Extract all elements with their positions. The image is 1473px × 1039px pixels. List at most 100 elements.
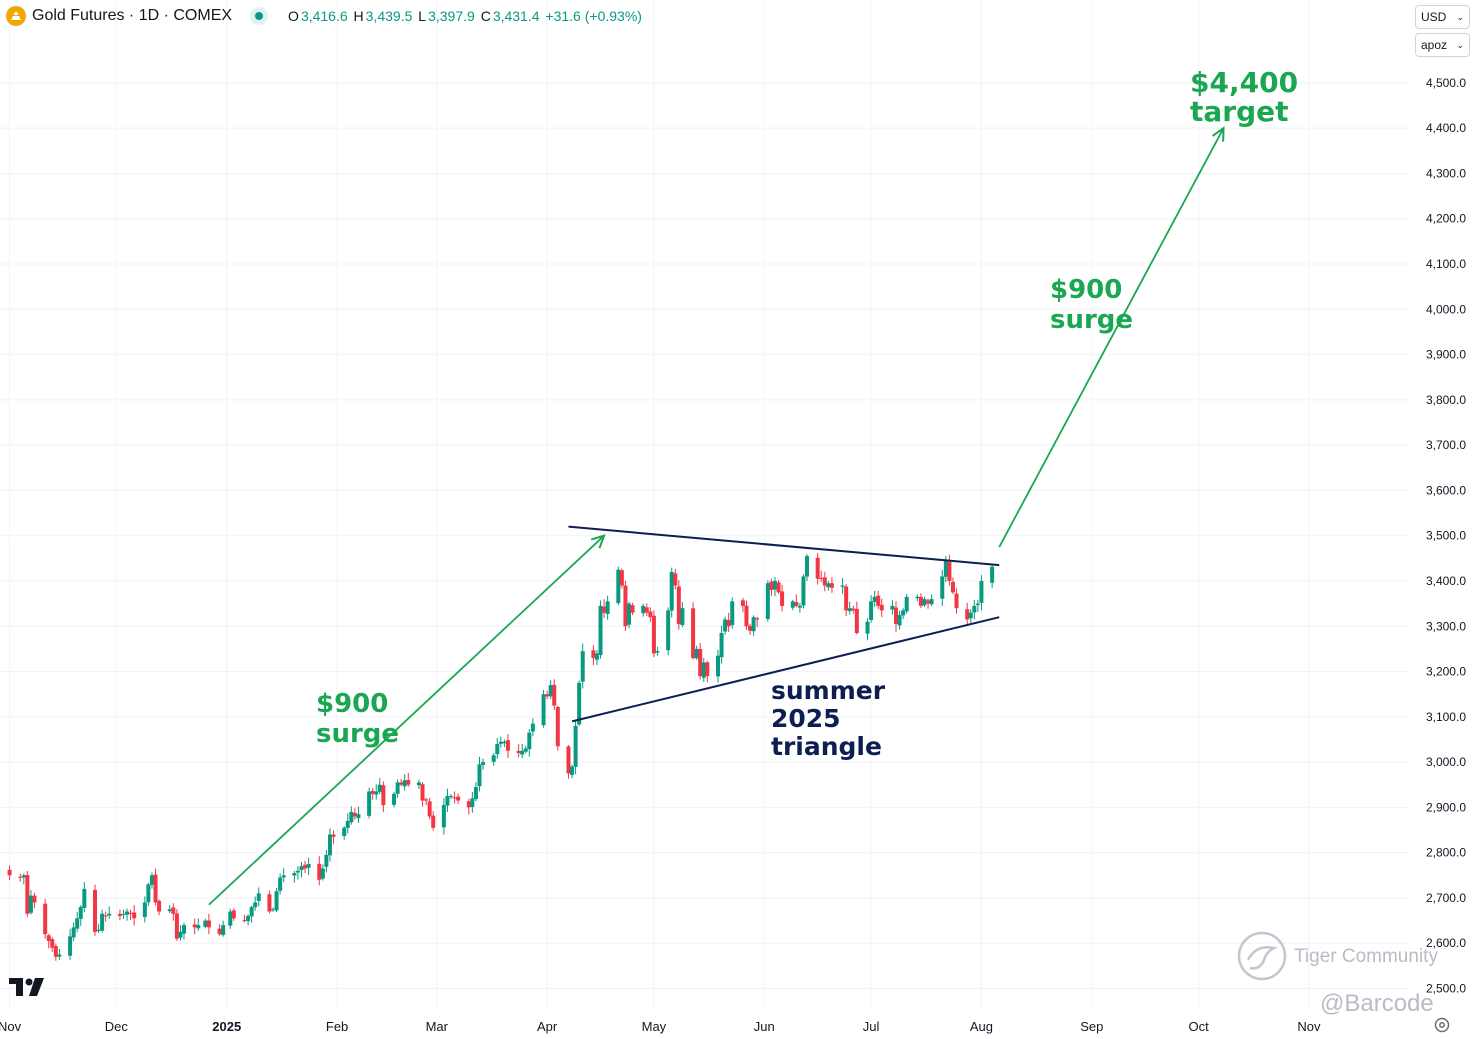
chevron-down-icon: ⌄ bbox=[1456, 11, 1464, 22]
candle bbox=[456, 793, 461, 805]
candle bbox=[53, 943, 58, 961]
candle bbox=[744, 600, 749, 630]
candle bbox=[441, 798, 446, 835]
candle bbox=[445, 788, 450, 812]
candle bbox=[580, 643, 585, 689]
gold-symbol-icon[interactable] bbox=[6, 6, 26, 26]
candle bbox=[705, 660, 710, 683]
candle bbox=[627, 601, 631, 629]
candle bbox=[673, 568, 678, 590]
candle bbox=[392, 791, 397, 808]
candle bbox=[819, 570, 824, 582]
candle bbox=[570, 764, 575, 779]
candle bbox=[890, 600, 895, 615]
high-value: 3,439.5 bbox=[365, 8, 413, 24]
candle bbox=[904, 593, 909, 614]
candle bbox=[342, 826, 347, 840]
candle bbox=[894, 601, 898, 632]
candle bbox=[420, 782, 425, 807]
x-tick-label: Nov bbox=[1297, 1019, 1321, 1034]
candle bbox=[751, 615, 756, 636]
y-tick-label: 2,500.0 bbox=[1426, 982, 1466, 996]
candle bbox=[256, 887, 261, 907]
candle bbox=[854, 601, 859, 635]
candle bbox=[594, 650, 599, 665]
candle bbox=[623, 580, 628, 631]
market-status-icon[interactable] bbox=[250, 7, 269, 25]
surge-label-right: surge bbox=[1050, 305, 1133, 335]
candle bbox=[740, 597, 745, 613]
candle bbox=[449, 794, 453, 800]
candle bbox=[776, 580, 781, 594]
candle bbox=[922, 596, 927, 608]
candle bbox=[295, 866, 300, 880]
candle bbox=[805, 554, 809, 582]
candle bbox=[491, 753, 496, 766]
tradingview-logo[interactable] bbox=[9, 976, 45, 1002]
scale-mode-selector[interactable]: apoz ⌄ bbox=[1415, 33, 1470, 57]
candle bbox=[171, 903, 176, 921]
candle bbox=[192, 918, 197, 935]
candle bbox=[424, 797, 429, 806]
candle bbox=[726, 612, 731, 632]
currency-label: USD bbox=[1421, 10, 1447, 24]
candle bbox=[71, 922, 76, 941]
candle bbox=[666, 607, 671, 656]
candle bbox=[769, 578, 774, 596]
candle bbox=[840, 578, 845, 594]
candle bbox=[352, 808, 357, 820]
candle bbox=[46, 933, 51, 949]
x-tick-label: Jul bbox=[863, 1019, 880, 1034]
symbol-title[interactable]: Gold Futures · 1D · COMEX bbox=[32, 7, 233, 24]
candle bbox=[370, 788, 375, 800]
candle bbox=[146, 882, 151, 906]
candle bbox=[18, 873, 23, 882]
candle bbox=[82, 881, 87, 913]
candle bbox=[815, 552, 820, 585]
gear-icon[interactable] bbox=[1433, 1016, 1451, 1034]
candle bbox=[32, 892, 37, 909]
triangle-label: 2025 bbox=[771, 704, 841, 733]
candle bbox=[167, 905, 172, 914]
candle bbox=[470, 791, 475, 813]
y-tick-label: 2,600.0 bbox=[1426, 936, 1466, 950]
candle bbox=[317, 856, 322, 886]
candle bbox=[292, 870, 297, 883]
candle bbox=[50, 937, 55, 952]
candle bbox=[901, 608, 906, 620]
triangle-trendline[interactable] bbox=[568, 525, 1000, 567]
triangle-trendline[interactable] bbox=[571, 616, 1000, 723]
candle bbox=[249, 905, 254, 923]
triangle-label: summer bbox=[771, 676, 886, 705]
tiger-logo-icon bbox=[1237, 931, 1287, 981]
candle bbox=[427, 797, 432, 820]
candle bbox=[577, 680, 582, 726]
candle bbox=[765, 580, 770, 622]
candle bbox=[377, 778, 382, 795]
candle bbox=[278, 873, 283, 895]
candle bbox=[153, 868, 158, 906]
x-tick-label: Jun bbox=[754, 1019, 775, 1034]
candle bbox=[876, 590, 881, 610]
candle bbox=[68, 928, 73, 960]
candle bbox=[43, 898, 48, 939]
surge-arrow[interactable] bbox=[208, 534, 606, 906]
candle bbox=[498, 736, 503, 748]
candle bbox=[591, 645, 596, 666]
candle bbox=[196, 918, 201, 931]
candle bbox=[174, 909, 179, 941]
candle bbox=[374, 784, 379, 800]
surge-arrow[interactable] bbox=[998, 126, 1225, 548]
candle bbox=[968, 609, 973, 624]
candle bbox=[495, 737, 500, 759]
candle bbox=[915, 594, 920, 602]
x-tick-label: Nov bbox=[0, 1019, 22, 1034]
candle bbox=[481, 758, 486, 770]
candle bbox=[801, 574, 806, 609]
ohlc-values: O 3,416.6 H 3,439.5 L 3,397.9 C 3,431.4 +31.… bbox=[288, 8, 642, 24]
currency-selector[interactable]: USD ⌄ bbox=[1415, 5, 1470, 29]
candle bbox=[644, 603, 649, 617]
candle bbox=[217, 924, 222, 936]
y-tick-label: 3,100.0 bbox=[1426, 710, 1466, 724]
